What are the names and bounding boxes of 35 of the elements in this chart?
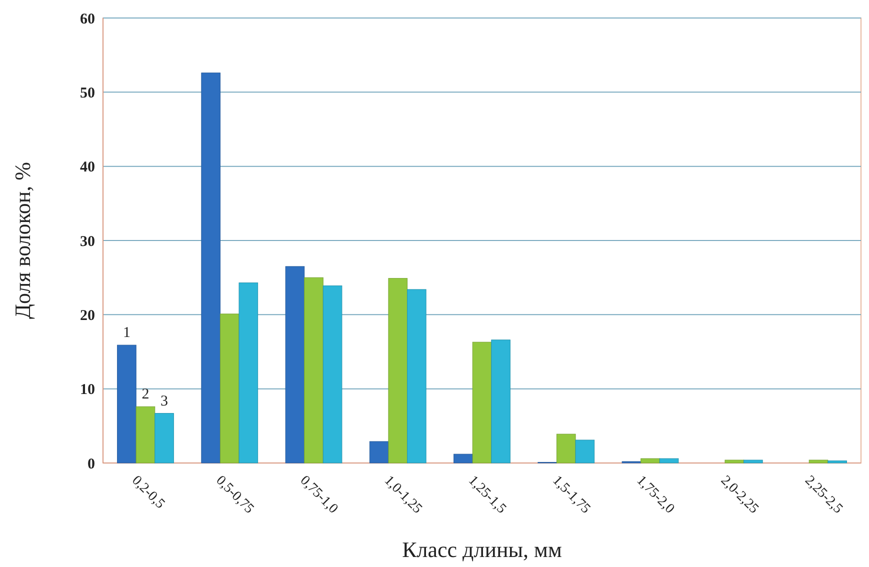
bar — [659, 458, 679, 464]
y-tick-label: 10 — [80, 382, 95, 398]
bar — [491, 340, 510, 464]
bar — [136, 406, 156, 464]
y-tick-label: 60 — [80, 11, 95, 28]
bar — [322, 285, 342, 464]
bar — [369, 441, 389, 464]
bar — [154, 413, 174, 464]
series-label: 3 — [160, 393, 168, 410]
y-tick-label: 30 — [80, 234, 95, 250]
series-label: 2 — [142, 386, 150, 403]
bar — [388, 278, 408, 464]
y-tick-label: 50 — [80, 85, 95, 102]
y-axis-title: Доля волокон, % — [10, 162, 35, 319]
bar — [556, 434, 576, 464]
bar — [808, 460, 828, 464]
bar — [304, 277, 324, 464]
y-tick-label: 40 — [80, 160, 95, 176]
x-axis-title: Класс длины, мм — [402, 537, 562, 562]
bar — [285, 266, 305, 464]
bar — [117, 344, 136, 464]
bar — [238, 282, 258, 464]
bar — [407, 289, 426, 464]
bar — [828, 460, 847, 464]
bar — [454, 454, 473, 464]
series-label: 1 — [122, 325, 130, 342]
bar — [724, 460, 744, 464]
bar — [201, 72, 220, 464]
bar — [220, 314, 240, 464]
y-tick-label: 20 — [80, 308, 95, 324]
bar — [575, 440, 595, 464]
y-tick-label: 0 — [88, 456, 95, 472]
bar — [744, 460, 763, 464]
bar — [640, 458, 660, 464]
bar — [472, 342, 492, 464]
